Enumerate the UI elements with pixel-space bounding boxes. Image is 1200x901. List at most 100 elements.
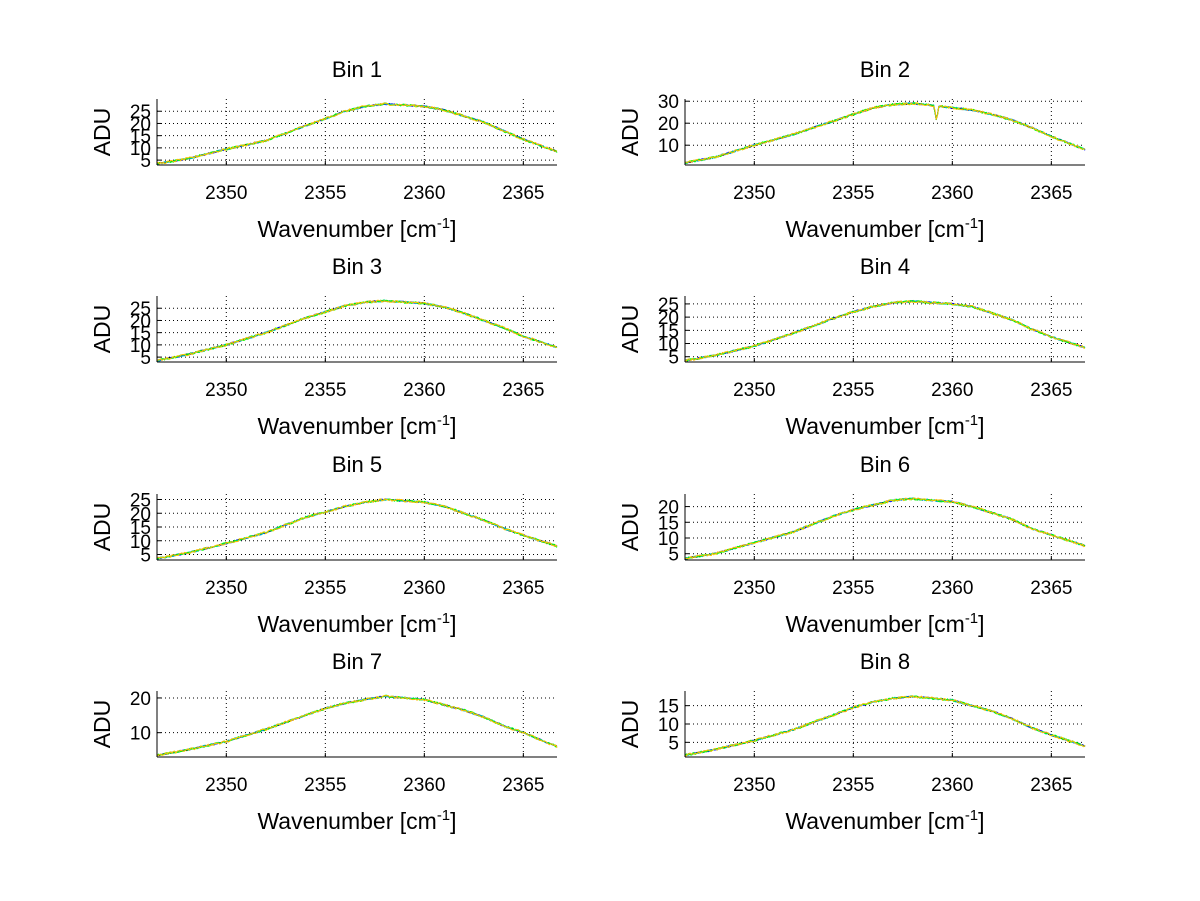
y-tick-label: 15	[658, 321, 679, 342]
y-tick-label: 20	[130, 689, 151, 710]
series-line-4	[156, 102, 558, 165]
series-line-1	[157, 498, 558, 560]
x-tick-label: 2365	[502, 578, 544, 599]
series-line-3	[684, 695, 1086, 756]
x-tick-label: 2365	[502, 183, 544, 204]
subplot-title: Bin 6	[860, 452, 910, 477]
x-tick-label: 2350	[205, 578, 247, 599]
series-line-5	[156, 102, 558, 165]
x-tick-label: 2360	[403, 578, 445, 599]
y-tick-label: 5	[668, 348, 679, 369]
series-line-5	[156, 299, 558, 362]
series-line-5	[684, 300, 1085, 362]
subplot-title: Bin 8	[860, 649, 910, 674]
y-tick-label: 10	[658, 715, 679, 736]
x-tick-label: 2355	[832, 775, 874, 796]
y-tick-label: 5	[140, 348, 151, 369]
y-tick-label: 15	[658, 697, 679, 718]
x-tick-label: 2360	[403, 775, 445, 796]
y-axis-label: ADU	[89, 700, 115, 749]
y-tick-label: 25	[130, 491, 151, 512]
y-axis-label: ADU	[89, 108, 115, 157]
x-tick-label: 2355	[304, 578, 346, 599]
y-tick-label: 25	[130, 299, 151, 320]
x-tick-label: 2355	[304, 183, 346, 204]
series-line-2	[684, 102, 1086, 165]
series-line-4	[684, 101, 1085, 164]
x-tick-label: 2360	[403, 183, 445, 204]
subplot-title: Bin 2	[860, 57, 910, 82]
y-tick-label: 5	[140, 546, 151, 567]
x-tick-label: 2360	[931, 578, 973, 599]
x-tick-label: 2365	[1030, 183, 1072, 204]
x-tick-label: 2360	[403, 380, 445, 401]
y-tick-label: 10	[130, 724, 151, 745]
subplot-title: Bin 1	[332, 57, 382, 82]
x-tick-label: 2350	[205, 775, 247, 796]
series-line-5	[684, 695, 1086, 757]
series-line-3	[156, 299, 558, 362]
x-axis-label: Wavenumber [cm-1]	[257, 807, 456, 834]
series-line-2	[156, 695, 558, 756]
series-line-5	[684, 497, 1086, 560]
y-axis-label: ADU	[617, 305, 643, 354]
x-tick-label: 2350	[733, 775, 775, 796]
series-line-1	[684, 695, 1086, 756]
x-tick-label: 2360	[931, 775, 973, 796]
y-tick-label: 10	[658, 335, 679, 356]
y-axis-label: ADU	[617, 503, 643, 552]
series-line-1	[684, 300, 1085, 362]
y-tick-label: 20	[130, 504, 151, 525]
series-line-2	[156, 299, 558, 362]
y-tick-label: 10	[130, 336, 151, 357]
y-axis-label: ADU	[617, 108, 643, 157]
x-tick-label: 2360	[931, 183, 973, 204]
y-tick-label: 30	[658, 92, 679, 113]
subplot-7: Bin 7 2350 2355 2360 2365 10 20 Wavenumber [cm-…	[89, 649, 558, 834]
y-tick-label: 20	[658, 114, 679, 135]
series-line-4	[156, 694, 558, 757]
y-axis-label: ADU	[89, 305, 115, 354]
series-line-3	[156, 498, 558, 560]
x-tick-label: 2365	[1030, 578, 1072, 599]
x-tick-label: 2355	[304, 380, 346, 401]
series-line-1	[156, 300, 558, 362]
x-tick-label: 2365	[1030, 380, 1072, 401]
subplot-title: Bin 7	[332, 649, 382, 674]
series-line-4	[156, 498, 558, 560]
series-line-2	[684, 497, 1086, 560]
x-tick-label: 2360	[931, 380, 973, 401]
series-line-4	[156, 299, 558, 362]
x-tick-label: 2355	[832, 183, 874, 204]
series-line-5	[156, 498, 558, 559]
y-tick-label: 10	[658, 136, 679, 157]
x-tick-label: 2350	[205, 380, 247, 401]
series-line-1	[684, 497, 1086, 560]
y-tick-label: 5	[140, 151, 151, 172]
series-line-1	[156, 695, 558, 756]
y-tick-label: 20	[658, 308, 679, 329]
x-axis-label: Wavenumber [cm-1]	[257, 215, 456, 242]
y-tick-label: 15	[658, 513, 679, 534]
subplot-title: Bin 3	[332, 254, 382, 279]
series-line-3	[156, 695, 558, 756]
y-tick-label: 5	[668, 733, 679, 754]
x-tick-label: 2355	[832, 380, 874, 401]
y-tick-label: 5	[668, 545, 679, 566]
y-tick-label: 25	[130, 102, 151, 123]
x-axis-label: Wavenumber [cm-1]	[257, 412, 456, 439]
series-line-3	[684, 102, 1086, 164]
x-axis-label: Wavenumber [cm-1]	[785, 610, 984, 637]
y-tick-label: 20	[658, 498, 679, 519]
y-tick-label: 20	[130, 311, 151, 332]
x-tick-label: 2365	[502, 380, 544, 401]
y-tick-label: 20	[130, 114, 151, 135]
x-tick-label: 2365	[1030, 775, 1072, 796]
series-line-5	[684, 102, 1085, 163]
